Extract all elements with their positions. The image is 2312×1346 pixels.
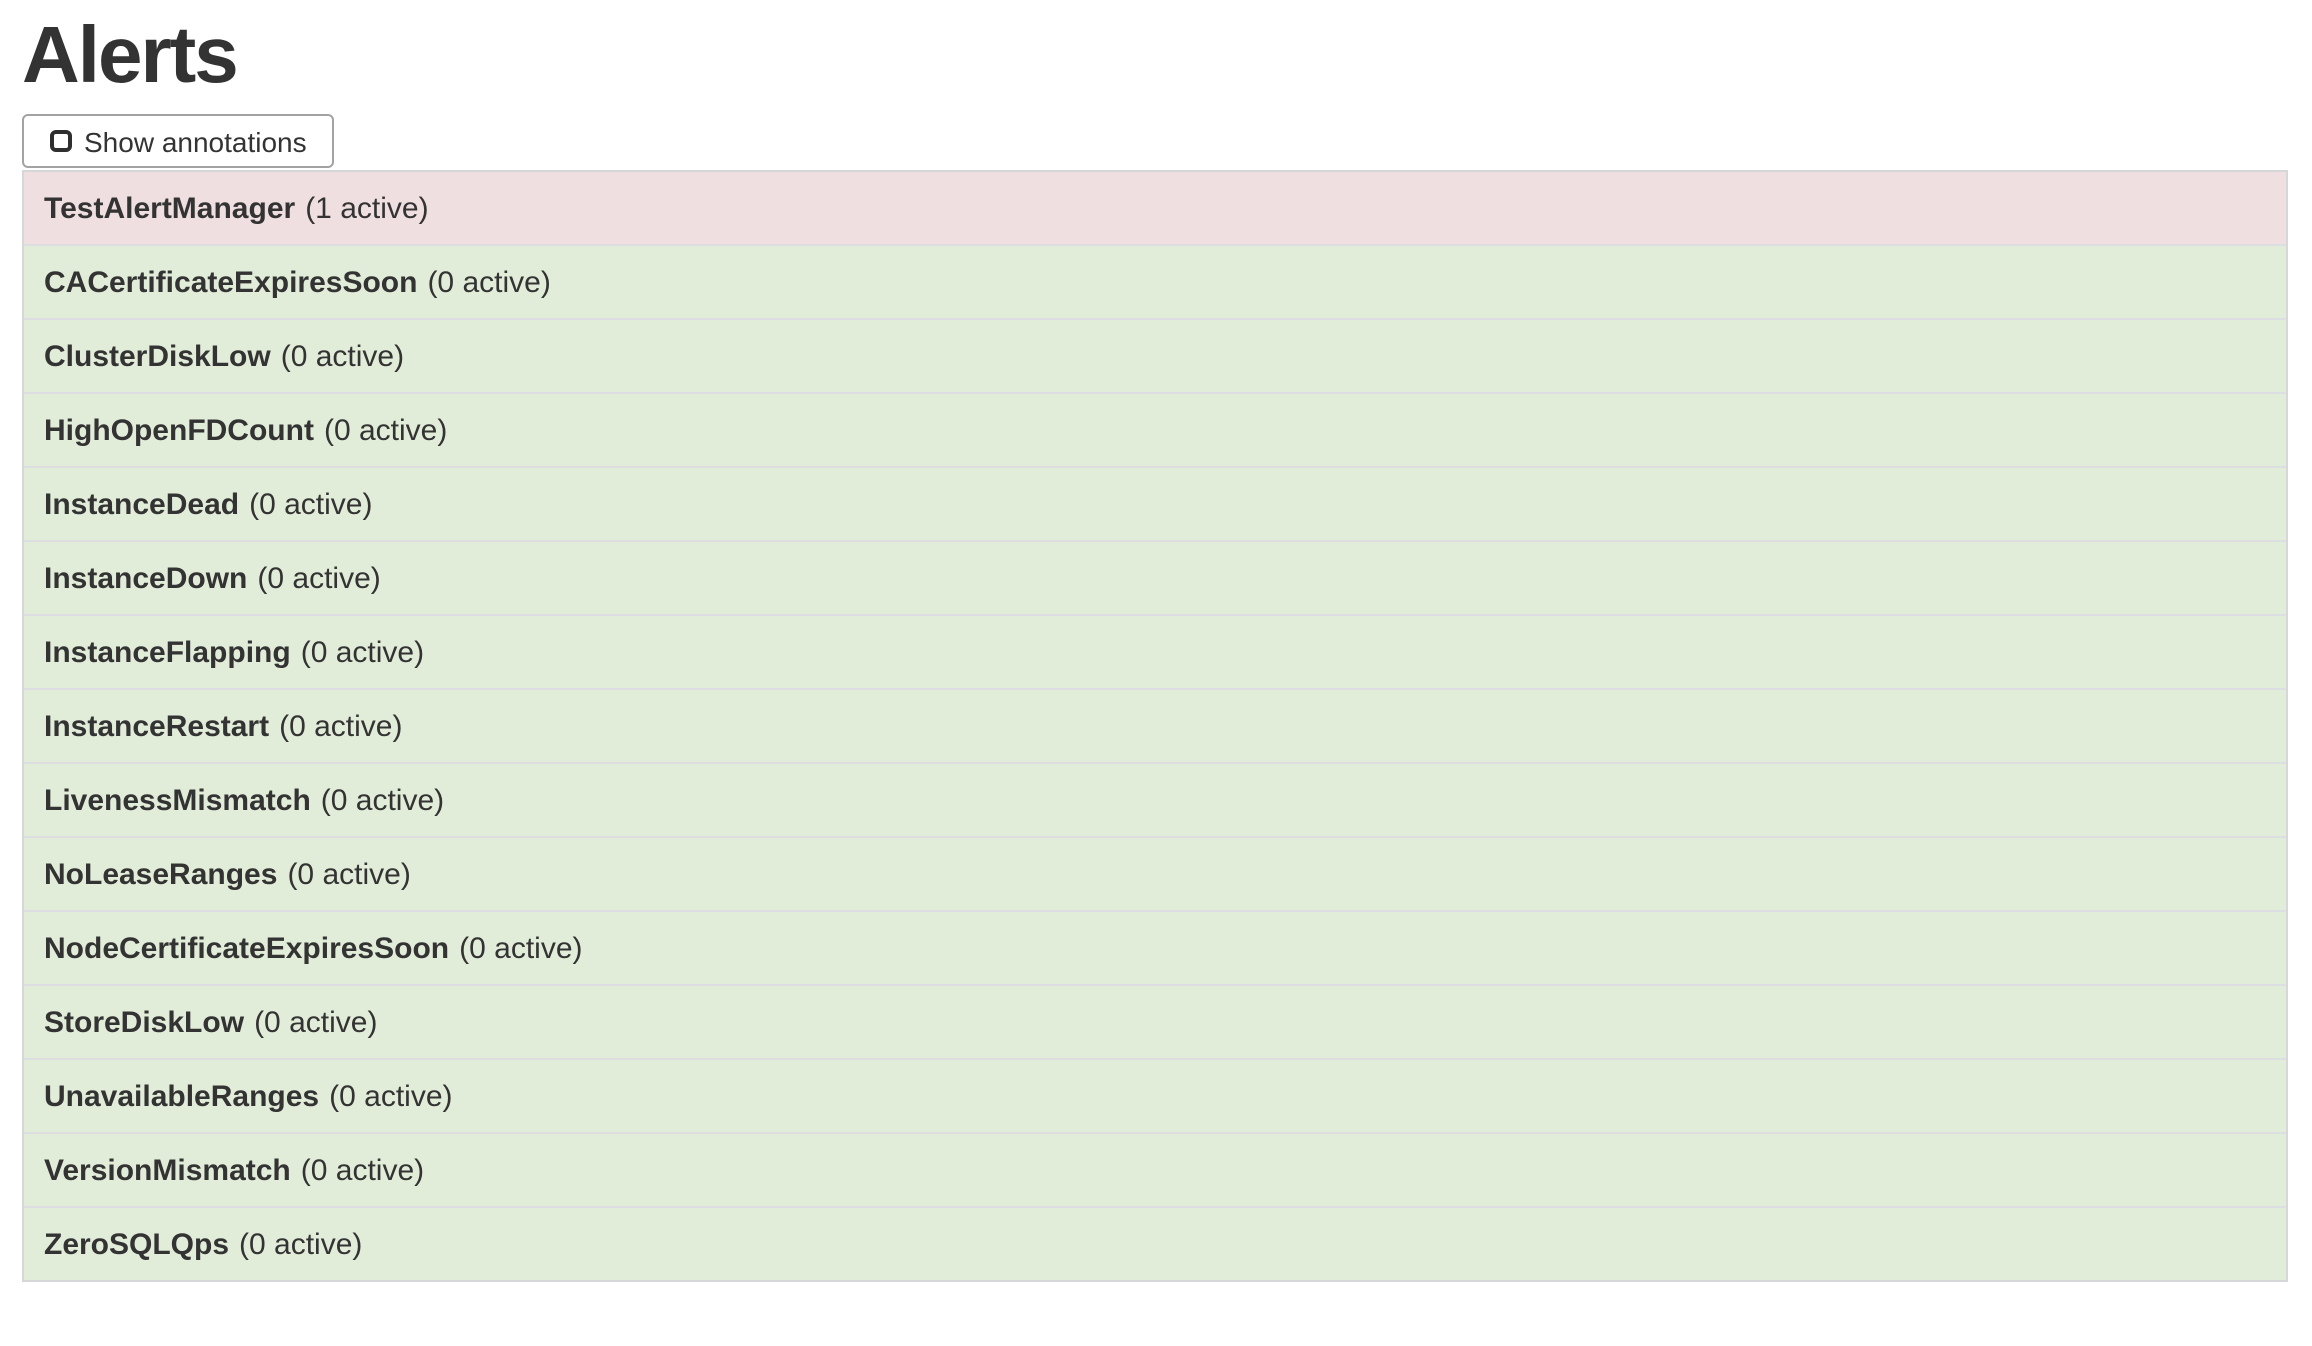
alert-active-count: (0 active) — [329, 1079, 453, 1113]
alert-name: ClusterDiskLow — [44, 339, 271, 373]
checkbox-unchecked-icon — [50, 130, 72, 152]
alert-name: NoLeaseRanges — [44, 857, 278, 891]
alert-name: NodeCertificateExpiresSoon — [44, 931, 450, 965]
alert-active-count: (0 active) — [239, 1227, 363, 1261]
alert-name: LivenessMismatch — [44, 783, 311, 817]
alert-active-count: (0 active) — [300, 635, 425, 669]
alert-row-NoLeaseRanges[interactable]: NoLeaseRanges (0 active) — [24, 838, 2286, 912]
alert-name: InstanceFlapping — [44, 635, 291, 669]
alert-row-HighOpenFDCount[interactable]: HighOpenFDCount (0 active) — [24, 394, 2286, 468]
alert-row-ClusterDiskLow[interactable]: ClusterDiskLow (0 active) — [24, 320, 2286, 394]
alert-active-count: (0 active) — [323, 413, 448, 447]
alert-name: InstanceDown — [44, 561, 248, 595]
alert-name: InstanceRestart — [44, 709, 270, 743]
alert-active-count: (0 active) — [300, 1153, 425, 1187]
alert-active-count: (0 active) — [280, 339, 405, 373]
alert-row-InstanceDead[interactable]: InstanceDead (0 active) — [24, 468, 2286, 542]
alert-active-count: (1 active) — [305, 191, 429, 225]
alert-row-InstanceRestart[interactable]: InstanceRestart (0 active) — [24, 690, 2286, 764]
alert-row-InstanceFlapping[interactable]: InstanceFlapping (0 active) — [24, 616, 2286, 690]
alert-active-count: (0 active) — [257, 561, 381, 595]
page-title: Alerts — [22, 12, 239, 100]
alert-row-TestAlertManager[interactable]: TestAlertManager (1 active) — [24, 172, 2286, 246]
alert-active-count: (0 active) — [427, 265, 551, 299]
alert-row-VersionMismatch[interactable]: VersionMismatch (0 active) — [24, 1134, 2286, 1208]
alert-active-count: (0 active) — [279, 709, 403, 743]
alert-name: CACertificateExpiresSoon — [44, 265, 418, 299]
alert-row-ZeroSQLQps[interactable]: ZeroSQLQps (0 active) — [24, 1208, 2286, 1280]
alert-active-count: (0 active) — [254, 1005, 378, 1039]
alert-name: TestAlertManager — [44, 191, 296, 225]
show-annotations-button[interactable]: Show annotations — [22, 114, 335, 168]
alert-row-NodeCertificateExpiresSoon[interactable]: NodeCertificateExpiresSoon (0 active) — [24, 912, 2286, 986]
alert-name: StoreDiskLow — [44, 1005, 245, 1039]
alert-row-UnavailableRanges[interactable]: UnavailableRanges (0 active) — [24, 1060, 2286, 1134]
alert-name: InstanceDead — [44, 487, 240, 521]
alert-active-count: (0 active) — [287, 857, 411, 891]
alert-row-StoreDiskLow[interactable]: StoreDiskLow (0 active) — [24, 986, 2286, 1060]
alert-name: HighOpenFDCount — [44, 413, 314, 447]
alert-name: ZeroSQLQps — [44, 1227, 230, 1261]
alert-list: TestAlertManager (1 active) CACertificat… — [22, 170, 2288, 1282]
page-viewport: Alerts Show annotations TestAlertManager… — [0, 14, 2312, 1346]
alert-row-CACertificateExpiresSoon[interactable]: CACertificateExpiresSoon (0 active) — [24, 246, 2286, 320]
alert-row-InstanceDown[interactable]: InstanceDown (0 active) — [24, 542, 2286, 616]
alert-active-count: (0 active) — [459, 931, 583, 965]
alert-active-count: (0 active) — [249, 487, 373, 521]
alert-name: UnavailableRanges — [44, 1079, 320, 1113]
alerts-page: Alerts Show annotations TestAlertManager… — [0, 14, 2312, 1282]
show-annotations-label: Show annotations — [84, 125, 307, 157]
alert-row-LivenessMismatch[interactable]: LivenessMismatch (0 active) — [24, 764, 2286, 838]
alert-name: VersionMismatch — [44, 1153, 291, 1187]
alert-active-count: (0 active) — [320, 783, 445, 817]
